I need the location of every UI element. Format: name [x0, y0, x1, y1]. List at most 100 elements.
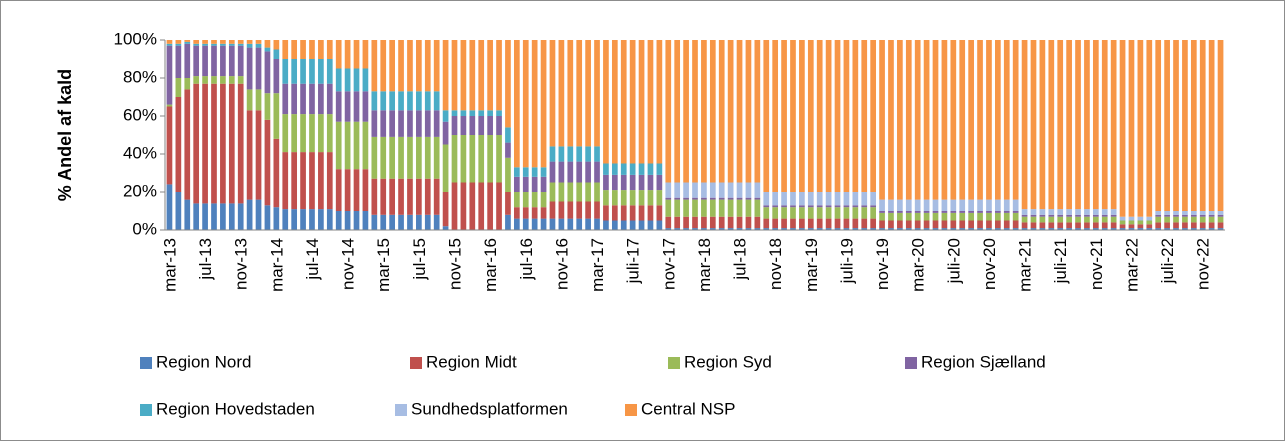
bar-segment: [932, 199, 939, 211]
bar-segment: [407, 110, 413, 137]
bar-segment: [816, 192, 823, 206]
bar-segment: [549, 201, 556, 219]
bar-segment: [843, 228, 850, 230]
bar-segment: [371, 110, 378, 137]
bar-segment: [727, 199, 734, 217]
bar-segment: [674, 228, 681, 230]
bar-segment: [442, 226, 449, 230]
bar-segment: [959, 40, 966, 200]
bar-segment: [398, 40, 404, 92]
bar-segment: [184, 199, 191, 230]
bar-segment: [389, 40, 395, 92]
bar-segment: [834, 40, 841, 192]
bar-segment: [576, 161, 583, 183]
bar-segment: [326, 83, 333, 115]
bar-segment: [220, 43, 226, 46]
bar-segment: [1092, 209, 1099, 215]
bar-segment: [211, 45, 217, 77]
bar-segment: [950, 212, 957, 221]
bar-segment: [897, 40, 903, 200]
bar-segment: [923, 40, 930, 200]
bar-segment: [1137, 216, 1144, 221]
bar-segment: [300, 209, 306, 230]
bar-segment: [522, 40, 529, 168]
bar-segment: [567, 182, 574, 202]
bar-segment: [398, 91, 404, 111]
bar-segment: [834, 205, 841, 208]
bar-segment: [175, 45, 182, 78]
bar-segment: [1110, 214, 1117, 217]
bar-segment: [1182, 214, 1188, 217]
bar-segment: [941, 211, 948, 213]
bar-segment: [362, 211, 369, 230]
bar-segment: [683, 197, 689, 200]
bar-segment: [1164, 214, 1170, 217]
bar-segment: [220, 76, 226, 84]
bar-segment: [1075, 216, 1081, 223]
bar-segment: [1119, 228, 1126, 230]
bar-segment: [326, 59, 333, 84]
bar-segment: [567, 161, 574, 183]
bar-segment: [843, 218, 850, 229]
bar-segment: [914, 228, 921, 230]
bar-segment: [790, 40, 796, 192]
bar-segment: [977, 212, 983, 221]
bar-segment: [1101, 222, 1108, 229]
bar-segment: [1075, 222, 1081, 229]
bar-segment: [692, 197, 698, 200]
bar-segment: [870, 207, 877, 219]
bar-segment: [701, 40, 707, 183]
bar-segment: [736, 40, 743, 183]
legend-label: Central NSP: [641, 399, 735, 418]
bar-segment: [478, 182, 485, 230]
bar-segment: [852, 228, 859, 230]
bar-segment: [264, 119, 271, 206]
bar-segment: [1137, 228, 1144, 230]
bar-segment: [861, 228, 868, 230]
bar-segment: [1003, 199, 1010, 211]
bar-segment: [442, 121, 449, 145]
bar-segment: [282, 59, 289, 84]
bar-segment: [531, 176, 538, 192]
bar-segment: [211, 203, 217, 230]
bar-segment: [487, 110, 493, 116]
bar-segment: [1199, 211, 1206, 215]
bar-segment: [585, 201, 591, 219]
bar-segment: [905, 199, 912, 211]
bar-segment: [371, 214, 378, 230]
bar-segment: [647, 174, 654, 191]
x-tick-label: nov-14: [339, 238, 358, 290]
bar-segment: [202, 76, 208, 84]
bar-segment: [184, 43, 191, 78]
bar-segment: [861, 205, 868, 208]
bar-segment: [781, 218, 787, 229]
bar-segment: [816, 205, 823, 208]
bar-segment: [834, 218, 841, 229]
bar-segment: [1066, 228, 1072, 230]
bar-segment: [451, 40, 458, 111]
bar-segment: [1003, 220, 1010, 229]
bar-segment: [469, 116, 476, 135]
bar-segment: [745, 182, 752, 198]
bar-segment: [335, 121, 342, 170]
bar-segment: [193, 40, 200, 44]
bar-segment: [1048, 216, 1055, 223]
bar-segment: [291, 152, 298, 210]
bar-segment: [1021, 228, 1028, 230]
bar-segment: [1021, 222, 1028, 229]
bar-segment: [897, 228, 903, 230]
legend-swatch: [905, 357, 917, 369]
legend-label: Sundhedsplatformen: [411, 399, 568, 418]
bar-segment: [309, 152, 315, 210]
bar-segment: [184, 40, 191, 42]
bar-segment: [763, 205, 770, 208]
bar-segment: [246, 110, 253, 200]
bar-segment: [1075, 228, 1081, 230]
bar-segment: [496, 135, 502, 183]
bar-segment: [326, 114, 333, 153]
bar-segment: [398, 136, 404, 179]
bar-segment: [834, 207, 841, 219]
bar-segment: [772, 218, 779, 229]
bar-segment: [567, 218, 574, 230]
bar-segment: [184, 78, 191, 90]
